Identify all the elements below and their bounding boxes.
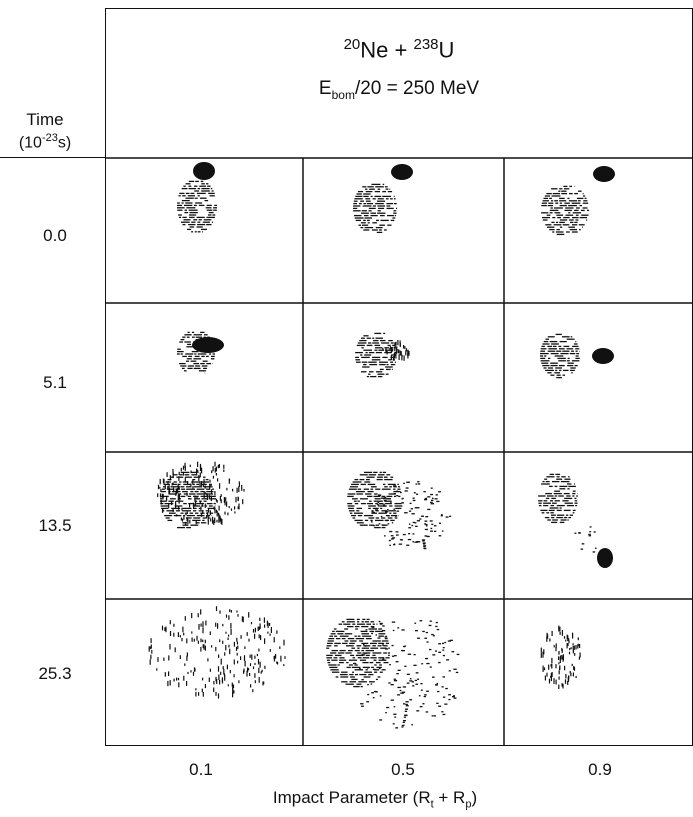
scattered-debris [574, 526, 597, 553]
expanding-matter [352, 620, 460, 729]
time-axis-label: Time (10-23s) [18, 110, 72, 152]
target-nucleus [541, 185, 589, 236]
reaction-header: 20Ne + 238U Ebom/20 = 250 MeV [105, 8, 693, 158]
residual-nucleus [326, 618, 390, 688]
contact-region [382, 340, 410, 361]
projectile-nucleus [593, 166, 615, 182]
energy-label: Ebom/20 = 250 MeV [318, 78, 480, 102]
impact-value-0: 0.1 [189, 760, 213, 779]
projectile-nucleus [592, 348, 614, 364]
target-nucleus [540, 333, 580, 379]
time-value-2: 13.5 [38, 516, 72, 535]
residual-nucleus [540, 625, 581, 689]
time-axis-divider [0, 157, 105, 158]
reaction-title: 20Ne + 238U [343, 36, 455, 63]
time-value-1: 5.1 [43, 373, 67, 392]
ejected-matter [371, 481, 452, 550]
impact-axis-label: Impact Parameter (Rt + Rp) [272, 788, 478, 811]
merged-nucleus [355, 332, 397, 378]
expanding-matter [148, 606, 286, 699]
projectile-nucleus [597, 548, 613, 568]
time-value-0: 0.0 [43, 226, 67, 245]
projectile-nucleus [193, 162, 215, 180]
projectile-nucleus [391, 164, 413, 180]
impact-value-1: 0.5 [391, 760, 415, 779]
impact-value-2: 0.9 [588, 760, 612, 779]
target-nucleus [538, 473, 578, 524]
compound-nucleus [347, 471, 403, 529]
target-nucleus [353, 183, 397, 234]
time-value-3: 25.3 [38, 664, 72, 683]
target-nucleus [177, 180, 217, 233]
projectile-nucleus [192, 337, 224, 353]
ejected-matter [157, 461, 245, 526]
